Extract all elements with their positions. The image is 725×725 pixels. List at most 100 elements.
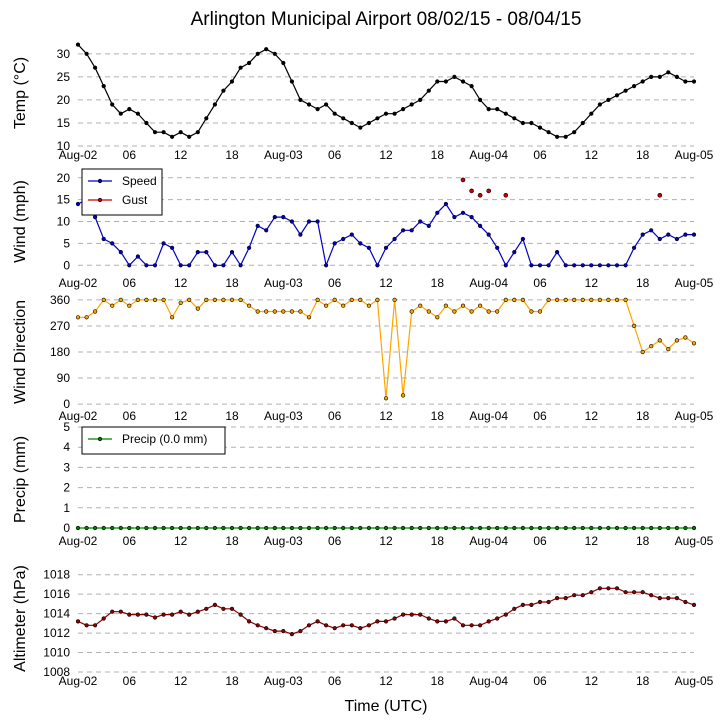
data-point: [469, 83, 474, 89]
data-point: [84, 623, 89, 628]
data-point: [375, 116, 380, 121]
data-point: [92, 309, 98, 314]
y-tick-label: 10: [57, 215, 71, 229]
data-point: [640, 232, 645, 237]
data-point: [212, 602, 217, 608]
data-point: [75, 42, 81, 47]
data-point: [597, 586, 603, 591]
x-tick-label: 06: [123, 148, 137, 162]
data-point: [614, 93, 620, 98]
data-point: [161, 297, 166, 303]
data-point: [649, 228, 654, 233]
x-tick-label: 06: [328, 276, 342, 290]
y-tick-label: 360: [50, 293, 70, 307]
data-point: [529, 525, 534, 531]
data-point: [306, 623, 312, 628]
data-point: [418, 525, 423, 531]
data-point: [401, 228, 406, 233]
data-point: [418, 303, 423, 308]
data-point: [152, 297, 158, 303]
chart-title: Arlington Municipal Airport 08/02/15 - 0…: [191, 9, 582, 30]
data-point: [409, 102, 414, 107]
x-tick-label: 12: [379, 276, 393, 290]
y-tick-label: 20: [57, 171, 71, 185]
x-tick-label: Aug-02: [59, 409, 98, 423]
data-point: [563, 297, 568, 303]
data-point: [272, 525, 277, 531]
data-point: [118, 250, 123, 255]
data-point: [229, 525, 235, 531]
data-point: [529, 309, 534, 314]
data-point: [161, 241, 166, 246]
data-point: [469, 188, 474, 194]
data-point: [580, 263, 585, 268]
data-point: [554, 525, 560, 531]
x-tick-label: Aug-05: [675, 409, 714, 423]
data-point: [460, 303, 466, 308]
data-point: [358, 525, 363, 531]
data-point: [606, 525, 611, 531]
data-point: [460, 79, 466, 84]
x-tick-label: Aug-05: [675, 674, 714, 688]
data-point: [520, 602, 526, 608]
x-tick-label: 06: [123, 534, 137, 548]
data-point: [264, 309, 269, 314]
data-point: [597, 525, 603, 531]
data-point: [537, 125, 543, 130]
y-tick-label: 1014: [43, 607, 70, 621]
data-point: [144, 525, 149, 531]
y-tick-label: 20: [57, 93, 71, 107]
data-point: [212, 525, 217, 531]
data-point: [341, 116, 346, 121]
data-point: [409, 228, 414, 233]
data-point: [255, 309, 260, 314]
data-point: [495, 616, 500, 621]
data-point: [135, 612, 140, 617]
data-point: [640, 349, 645, 355]
data-point: [614, 525, 620, 531]
data-point: [332, 241, 337, 246]
data-point: [281, 628, 286, 634]
legend-label: Gust: [122, 193, 148, 207]
data-point: [161, 525, 166, 531]
data-point: [572, 263, 577, 268]
data-point: [366, 303, 372, 308]
data-point: [358, 297, 363, 303]
data-point: [623, 297, 628, 303]
data-point: [435, 210, 440, 215]
data-point: [383, 619, 389, 624]
data-point: [606, 263, 611, 268]
y-tick-label: 30: [57, 47, 71, 61]
data-point: [426, 525, 431, 531]
data-point: [623, 590, 628, 595]
data-point: [178, 300, 183, 305]
x-tick-label: 12: [585, 148, 599, 162]
x-tick-label: 18: [431, 148, 445, 162]
data-point: [486, 106, 491, 112]
data-point: [229, 250, 235, 255]
x-tick-label: Aug-03: [264, 534, 303, 548]
data-point: [486, 188, 492, 194]
y-tick-label: 1008: [43, 665, 70, 679]
data-point: [195, 525, 200, 531]
x-axis-label: Time (UTC): [345, 698, 428, 715]
data-point: [272, 215, 277, 220]
data-point: [289, 525, 295, 531]
data-point: [212, 102, 217, 107]
data-point: [683, 232, 688, 237]
data-point: [135, 111, 140, 116]
data-point: [170, 245, 175, 250]
data-point: [212, 297, 217, 303]
data-point: [255, 525, 260, 531]
data-point: [127, 612, 132, 617]
data-point: [306, 219, 312, 224]
data-point: [572, 297, 577, 303]
data-point: [631, 590, 637, 595]
data-point: [161, 130, 166, 135]
data-point: [341, 525, 346, 531]
data-point: [512, 116, 517, 121]
data-point: [537, 599, 543, 605]
data-point: [691, 602, 697, 608]
data-point: [315, 525, 320, 531]
data-point: [486, 525, 491, 531]
